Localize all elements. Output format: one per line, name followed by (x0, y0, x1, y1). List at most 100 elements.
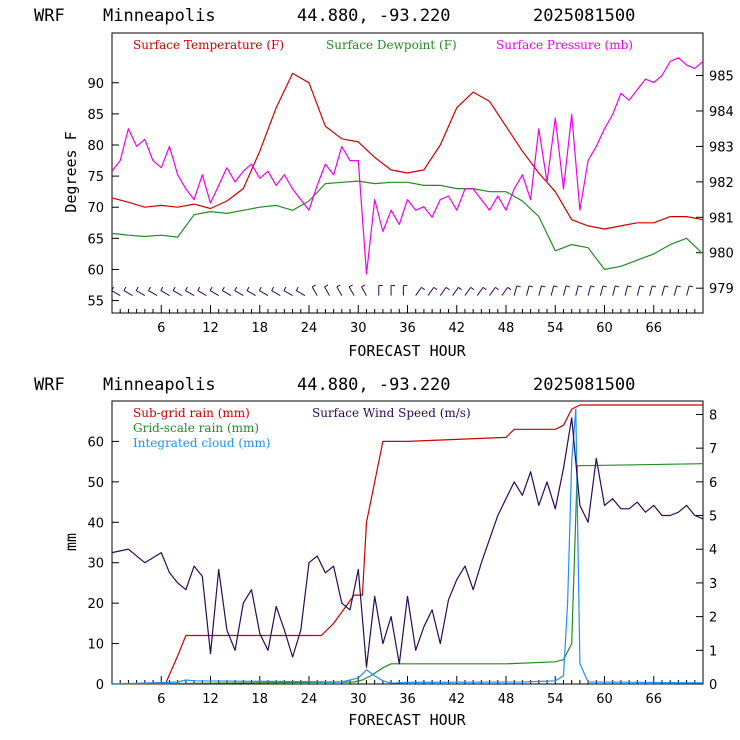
x-tick-label: 6 (157, 692, 165, 707)
wind-barb (185, 290, 195, 297)
wind-barb (295, 290, 306, 297)
wind-barb-flag (324, 284, 329, 288)
y2-tick-label: 2 (709, 611, 717, 626)
wind-barb-flag (602, 285, 607, 288)
date-label: 2025081500 (533, 6, 635, 26)
wind-barb-flag (495, 286, 499, 291)
y-tick-label: 20 (87, 597, 104, 612)
panel-2-right-axis: 0 1 2 3 4 5 6 7 8 (696, 408, 717, 693)
wind-barb-flag (676, 285, 681, 288)
legend-subgrid-rain: Sub-grid rain (mm) (133, 406, 250, 420)
x-tick-label: 42 (448, 692, 465, 707)
x-tick-label: 66 (645, 321, 662, 336)
wind-barb (160, 290, 170, 297)
x-tick-label: 60 (596, 692, 613, 707)
wind-barb-flag (652, 285, 657, 288)
x-tick-label: 30 (350, 321, 367, 336)
y2-tick-label: 985 (709, 70, 734, 85)
y2-tick-label: 5 (709, 510, 717, 525)
y2-tick-label: 1 (709, 644, 717, 659)
wind-barb-flag (111, 286, 114, 291)
panel-2-ylabel: mm (62, 533, 80, 551)
panel-1-xlabel: FORECAST HOUR (348, 342, 466, 360)
wind-barb-flag (516, 285, 521, 288)
wind-barb (123, 290, 133, 297)
wind-barb-flag (615, 285, 620, 288)
wind-barb-flag (458, 286, 462, 291)
x-tick-label: 12 (202, 321, 219, 336)
y2-tick-label: 3 (709, 577, 717, 592)
panel-1-right-axis: 979 980 981 982 983 984 985 (696, 70, 734, 297)
wind-barb (234, 290, 244, 297)
y-tick-label: 80 (87, 139, 104, 154)
x-tick-label: 48 (498, 321, 515, 336)
y2-tick-label: 983 (709, 140, 734, 155)
wind-barb-flag (172, 286, 176, 291)
y2-tick-label: 4 (709, 543, 717, 558)
wind-barb (246, 290, 256, 297)
coords-label: 44.880, -93.220 (297, 375, 451, 395)
wind-barb (599, 285, 604, 296)
panel-2-left-axis: 0 10 20 30 40 50 60 (87, 435, 119, 693)
wind-barb-flag (482, 286, 487, 291)
x-tick-label: 6 (157, 321, 165, 336)
wind-barb-flag (197, 286, 201, 291)
wind-barb (361, 286, 367, 296)
y2-tick-label: 981 (709, 211, 734, 226)
wind-barb-flag (123, 286, 127, 291)
x-tick-label: 24 (301, 321, 318, 336)
y-tick-label: 75 (87, 170, 104, 185)
panel-1-ylabel: Degrees F (62, 131, 80, 212)
wind-barb (172, 290, 183, 297)
panel-1-x-axis: 6 12 18 24 30 36 42 48 54 60 66 (119, 305, 696, 336)
wind-barb-flag (507, 286, 512, 291)
wind-barb-flag (590, 285, 595, 288)
x-tick-label: 54 (547, 321, 564, 336)
series-surface-dewpoint-f (111, 180, 704, 270)
wind-barb-flag (311, 284, 316, 288)
y2-tick-label: 0 (709, 678, 717, 693)
x-tick-label: 42 (448, 321, 465, 336)
panel-2-header: WRF Minneapolis 44.880, -93.220 20250815… (34, 375, 635, 395)
wind-barb (415, 287, 422, 296)
panel-1-series (111, 57, 704, 275)
wind-barb (148, 290, 158, 297)
wind-barb (222, 290, 232, 297)
y2-tick-label: 982 (709, 176, 734, 191)
wind-barb-flag (283, 286, 287, 291)
wind-barb-flag (361, 284, 366, 288)
wind-barb (476, 287, 484, 296)
wind-barb (283, 290, 293, 297)
series-surface-pressure-mb (111, 57, 704, 275)
station-label: Minneapolis (103, 6, 216, 26)
model-label: WRF (34, 375, 65, 395)
wind-barb-flag (221, 286, 225, 291)
wind-barb-flag (565, 285, 571, 288)
wind-barb-flag (445, 286, 450, 291)
wind-barb-flag (578, 285, 583, 288)
wind-barb-flag (336, 284, 341, 288)
y2-tick-label: 980 (709, 247, 734, 262)
wind-barb (501, 287, 509, 296)
wind-barb-flag (639, 285, 644, 288)
series-grid-scale-rain-mm (111, 463, 704, 685)
legend-dewpoint: Surface Dewpoint (F) (326, 38, 457, 52)
wind-barb (624, 285, 629, 296)
wind-barb (587, 285, 592, 296)
wind-barb (439, 287, 447, 296)
y2-tick-label: 979 (709, 282, 734, 297)
wind-barb (427, 287, 435, 296)
wind-barb (562, 285, 567, 296)
wind-barbs (111, 284, 694, 297)
wind-barb (550, 285, 555, 296)
wind-barb (538, 285, 542, 296)
legend-temperature: Surface Temperature (F) (133, 38, 284, 52)
wind-barb (686, 285, 690, 296)
wind-barb (111, 290, 121, 297)
wind-barb-flag (160, 286, 164, 291)
wind-barb-flag (433, 286, 438, 291)
date-label: 2025081500 (533, 375, 635, 395)
wind-barb (636, 285, 641, 296)
panel-1-legend: Surface Temperature (F) Surface Dewpoint… (133, 38, 633, 52)
